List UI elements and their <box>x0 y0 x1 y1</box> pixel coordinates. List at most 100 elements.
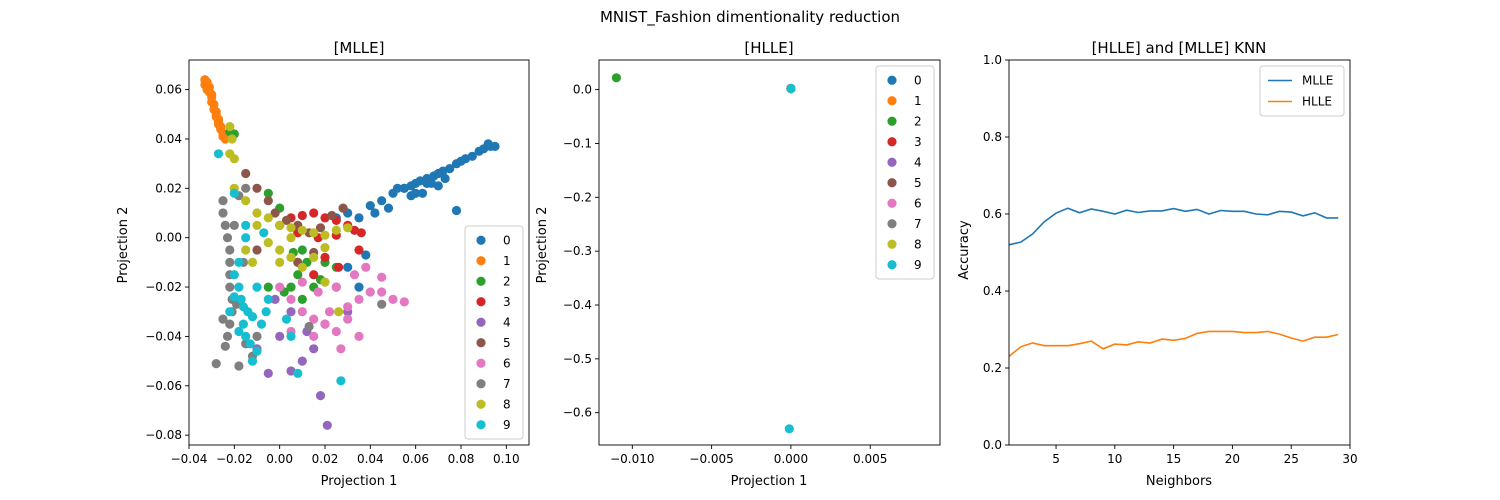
data-point <box>392 183 403 193</box>
data-point <box>241 196 251 206</box>
data-point <box>211 109 221 119</box>
data-point <box>309 331 319 341</box>
data-point <box>256 319 267 329</box>
data-point <box>229 154 239 164</box>
legend-swatch <box>476 256 486 266</box>
data-point <box>297 245 307 255</box>
data-point <box>229 270 239 280</box>
data-point <box>270 208 280 218</box>
x-axis-label: Projection 1 <box>321 474 398 489</box>
data-point <box>451 205 462 216</box>
y-axis-label: Accuracy <box>957 220 972 280</box>
data-point <box>336 376 346 386</box>
data-point <box>234 361 244 371</box>
data-point <box>241 233 251 243</box>
y-tick-label: −0.5 <box>563 352 592 366</box>
legend-label: 8 <box>914 237 922 251</box>
legend-label: 4 <box>914 155 922 169</box>
data-point <box>370 208 380 218</box>
data-point <box>241 168 251 179</box>
legend-label: 6 <box>914 196 922 210</box>
data-point <box>263 213 273 223</box>
panel-hlle: [HLLE] Projection 1 Projection 2 −0.010 −… <box>535 39 941 489</box>
x-tick-label: 0.08 <box>448 452 475 466</box>
data-point <box>263 196 273 206</box>
legend-label: 1 <box>503 254 511 268</box>
plot-area <box>200 75 500 430</box>
data-point <box>399 183 409 193</box>
data-point <box>241 245 251 255</box>
data-point <box>234 282 244 292</box>
legend-swatch <box>476 420 486 430</box>
series-line <box>1008 330 1339 358</box>
axes-frame <box>1008 59 1351 446</box>
legend-swatch <box>887 157 897 167</box>
legend-swatch <box>476 338 486 348</box>
data-point <box>263 282 273 292</box>
y-tick-label: 0.6 <box>983 207 1002 221</box>
data-point <box>220 134 230 144</box>
data-point <box>275 245 285 255</box>
data-point <box>247 312 258 322</box>
legend-label: 7 <box>503 377 511 391</box>
data-point <box>388 294 398 304</box>
data-point <box>354 245 364 255</box>
data-point <box>377 272 387 282</box>
y-axis-label: Projection 2 <box>535 207 550 284</box>
y-tick-label: −0.1 <box>563 136 592 150</box>
legend-swatch <box>476 379 486 389</box>
data-point <box>234 326 244 337</box>
data-point <box>286 294 296 304</box>
legend-swatch <box>476 358 486 368</box>
data-point <box>220 341 230 351</box>
data-point <box>225 245 235 255</box>
data-point <box>263 238 273 248</box>
data-point <box>320 277 330 287</box>
data-point <box>343 302 353 312</box>
data-point <box>315 223 326 233</box>
data-point <box>245 339 255 349</box>
data-point <box>467 151 477 161</box>
y-tick-label: 0.04 <box>155 132 182 146</box>
data-point <box>218 196 228 206</box>
data-point <box>252 282 262 292</box>
legend-label: 5 <box>914 176 922 190</box>
data-point <box>225 282 235 292</box>
data-point <box>220 220 230 230</box>
legend-swatch <box>476 235 486 245</box>
legend-swatch <box>887 260 897 270</box>
x-tick-label: 0.02 <box>312 452 339 466</box>
data-point <box>234 257 244 267</box>
data-point <box>365 287 375 297</box>
legend-label: 0 <box>914 73 922 87</box>
data-point <box>440 173 450 184</box>
data-point <box>286 233 296 243</box>
x-axis-label: Neighbors <box>1146 474 1212 489</box>
data-point <box>275 220 285 230</box>
legend-swatch <box>476 297 486 307</box>
y-tick-label: 0.06 <box>155 83 182 97</box>
x-tick-label: 0.005 <box>853 452 887 466</box>
data-point <box>225 319 235 329</box>
data-point <box>241 331 251 341</box>
panel-title: [MLLE] <box>334 39 385 57</box>
data-point <box>320 319 330 329</box>
data-point <box>297 307 307 317</box>
data-point <box>225 307 235 317</box>
data-point <box>327 210 337 221</box>
data-point <box>399 297 409 307</box>
x-tick-label: −0.010 <box>610 452 654 466</box>
panel-title: [HLLE] <box>744 39 793 57</box>
data-point <box>304 321 314 332</box>
legend-label: 6 <box>503 356 511 370</box>
data-point <box>309 252 319 262</box>
data-point <box>309 208 319 218</box>
data-point <box>483 139 493 149</box>
data-point <box>297 294 307 304</box>
legend-swatch <box>887 116 897 126</box>
data-point <box>343 314 353 324</box>
legend-label: MLLE <box>1302 74 1333 88</box>
data-point <box>361 250 371 260</box>
data-point <box>252 208 262 218</box>
